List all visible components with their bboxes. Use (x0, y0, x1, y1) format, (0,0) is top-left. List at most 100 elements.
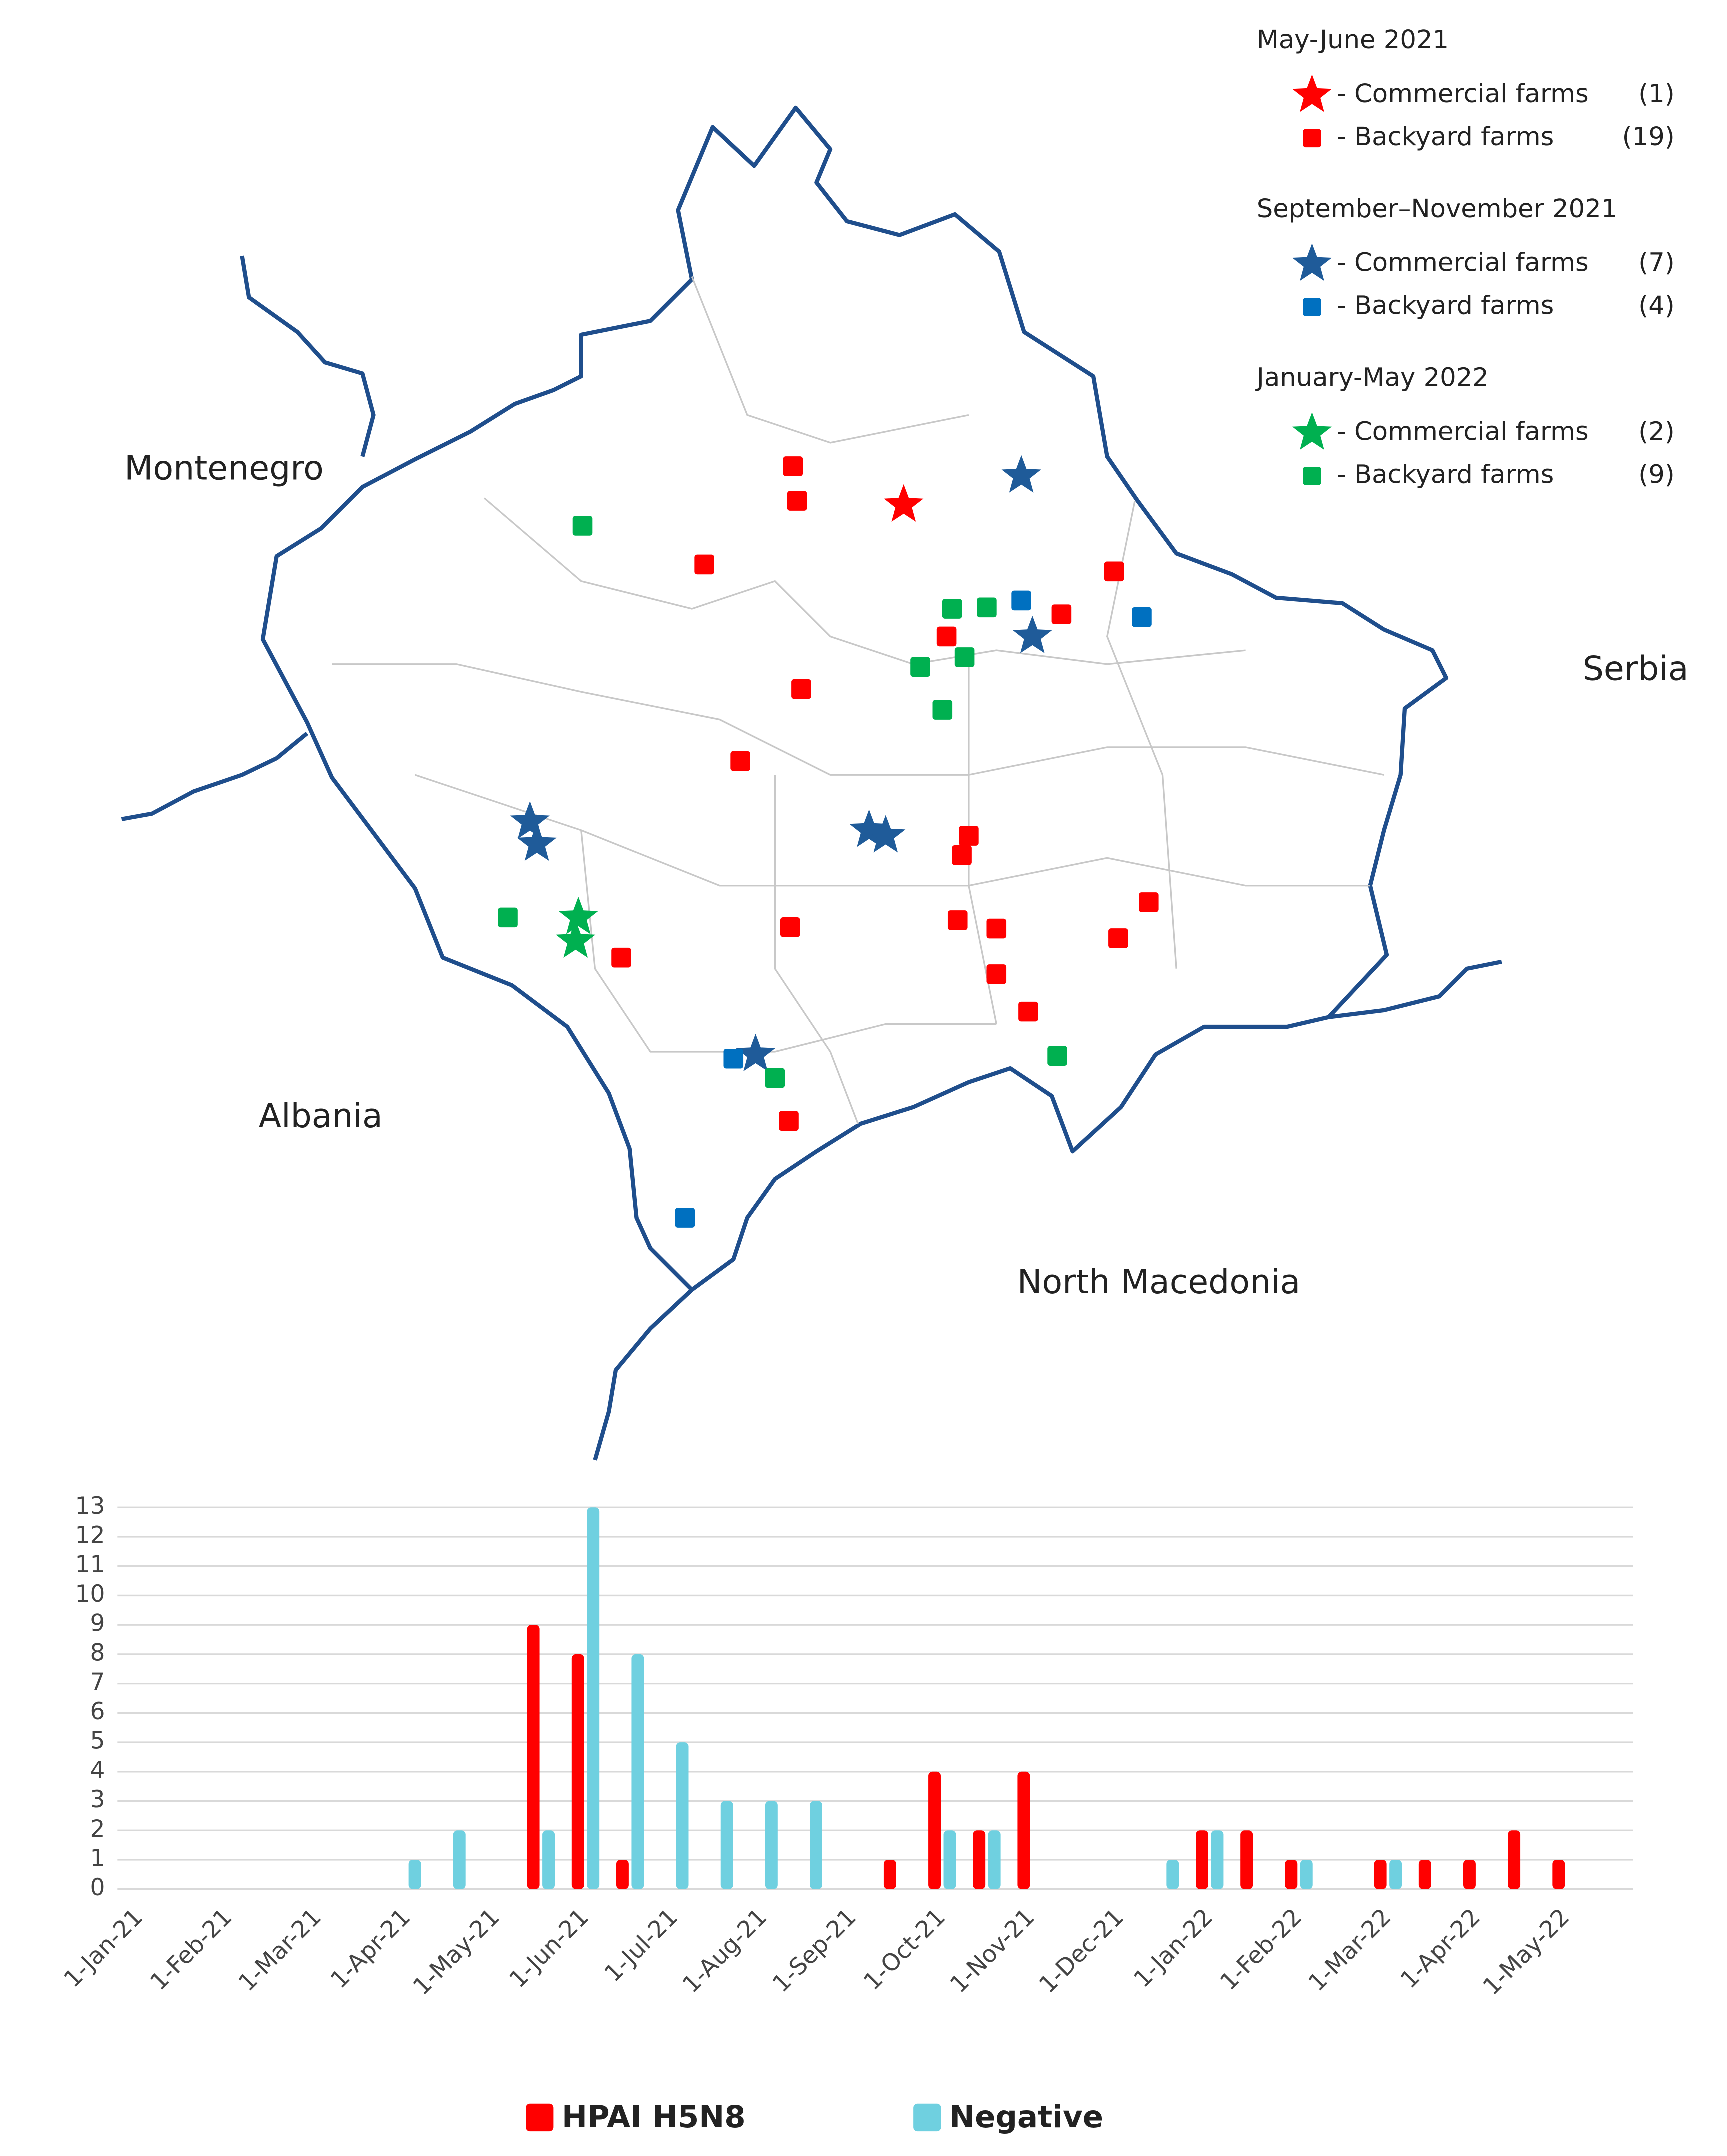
x-tick-label: 1-Sep-21 (767, 1903, 862, 1998)
star-marker (866, 815, 906, 853)
legend-count: (1) (1638, 79, 1675, 109)
legend-period: January-May 2022 (1255, 363, 1489, 393)
x-tick-label: 1-Nov-21 (945, 1903, 1040, 1998)
legend-swatch (913, 2103, 941, 2132)
bar (765, 1801, 778, 1889)
y-tick-label: 9 (90, 1610, 105, 1637)
square-marker (675, 1208, 695, 1228)
square-marker (952, 845, 972, 865)
bar (810, 1801, 822, 1889)
bar (1211, 1830, 1224, 1889)
x-tick-label: 1-Jun-21 (504, 1903, 594, 1993)
square-marker (730, 751, 750, 771)
square-marker (779, 1111, 799, 1131)
star-marker (1012, 615, 1052, 653)
legend-count: (4) (1638, 291, 1675, 321)
kosovo-border (260, 105, 1449, 1292)
bar (587, 1507, 600, 1889)
x-tick-label: 1-Dec-21 (1034, 1903, 1129, 1999)
y-tick-label: 6 (90, 1698, 105, 1725)
albania-border (121, 731, 309, 821)
square-marker (1018, 1001, 1038, 1022)
square-marker (936, 626, 957, 647)
bar (1240, 1830, 1253, 1889)
y-tick-label: 1 (90, 1844, 105, 1872)
star-marker (1292, 74, 1332, 112)
square-marker (954, 647, 975, 667)
y-tick-label: 7 (90, 1668, 105, 1696)
square-marker (787, 491, 807, 511)
square-marker (932, 700, 953, 720)
legend-label: - Commercial farms (1337, 416, 1588, 446)
y-tick-label: 2 (90, 1815, 105, 1843)
bar (720, 1801, 733, 1889)
y-tick-label: 4 (90, 1756, 105, 1784)
square-marker (1139, 892, 1159, 912)
legend-swatch (526, 2103, 554, 2132)
square-marker (959, 826, 979, 846)
x-tick-label: 1-May-22 (1478, 1903, 1575, 2001)
legend-label: - Backyard farms (1337, 459, 1554, 489)
square-marker (611, 947, 631, 968)
macedonia-border (1328, 959, 1502, 1019)
star-marker (1001, 455, 1041, 493)
chart: 0123456789101112131-Jan-211-Feb-211-Mar-… (59, 1492, 1633, 2135)
legend-period: September–November 2021 (1257, 194, 1618, 224)
square-marker (1132, 607, 1152, 627)
square-marker (1303, 129, 1321, 148)
x-tick-label: 1-Jul-21 (599, 1903, 683, 1987)
bar (1389, 1859, 1402, 1889)
legend-label: Negative (949, 2099, 1103, 2135)
x-tick-label: 1-Feb-22 (1215, 1903, 1307, 1996)
y-tick-label: 12 (75, 1521, 105, 1549)
square-marker (986, 964, 1007, 984)
x-tick-label: 1-Oct-21 (858, 1903, 951, 1996)
star-marker (510, 801, 550, 839)
square-marker (942, 599, 962, 619)
municipal-lines (332, 276, 1384, 1124)
square-marker (498, 907, 518, 928)
square-marker (947, 910, 968, 930)
y-tick-label: 3 (90, 1786, 105, 1813)
country-label: Serbia (1583, 649, 1689, 688)
star-marker (1292, 243, 1332, 281)
bar (676, 1742, 689, 1889)
legend-label: HPAI H5N8 (562, 2099, 746, 2135)
y-tick-label: 10 (75, 1580, 105, 1608)
square-marker (1051, 604, 1072, 624)
square-marker (1303, 298, 1321, 316)
bar (1300, 1859, 1313, 1889)
y-tick-label: 8 (90, 1639, 105, 1666)
bar (527, 1625, 540, 1889)
bar (1374, 1859, 1387, 1889)
bar (571, 1654, 584, 1889)
bar (943, 1830, 956, 1889)
country-label: Montenegro (124, 448, 324, 487)
square-marker (1011, 590, 1031, 611)
star-marker (556, 920, 596, 958)
bar (1017, 1771, 1030, 1889)
country-label: Albania (259, 1096, 383, 1135)
square-marker (977, 597, 997, 618)
legend-count: (2) (1638, 416, 1675, 446)
star-marker (884, 484, 924, 522)
map (121, 105, 1502, 1461)
star-marker (558, 896, 598, 934)
bar (542, 1830, 555, 1889)
square-marker (572, 516, 593, 536)
square-marker (1303, 467, 1321, 485)
square-marker (1047, 1046, 1067, 1066)
bar (1552, 1859, 1565, 1889)
square-marker (910, 657, 930, 677)
x-tick-label: 1-May-21 (408, 1903, 505, 2001)
bar (1285, 1859, 1298, 1889)
star-marker (517, 823, 557, 861)
map-markers (498, 455, 1159, 1228)
legend-period: May-June 2021 (1257, 25, 1449, 55)
y-tick-label: 13 (75, 1492, 105, 1520)
bar (883, 1859, 896, 1889)
legend-label: - Backyard farms (1337, 122, 1554, 152)
bar (1166, 1859, 1179, 1889)
